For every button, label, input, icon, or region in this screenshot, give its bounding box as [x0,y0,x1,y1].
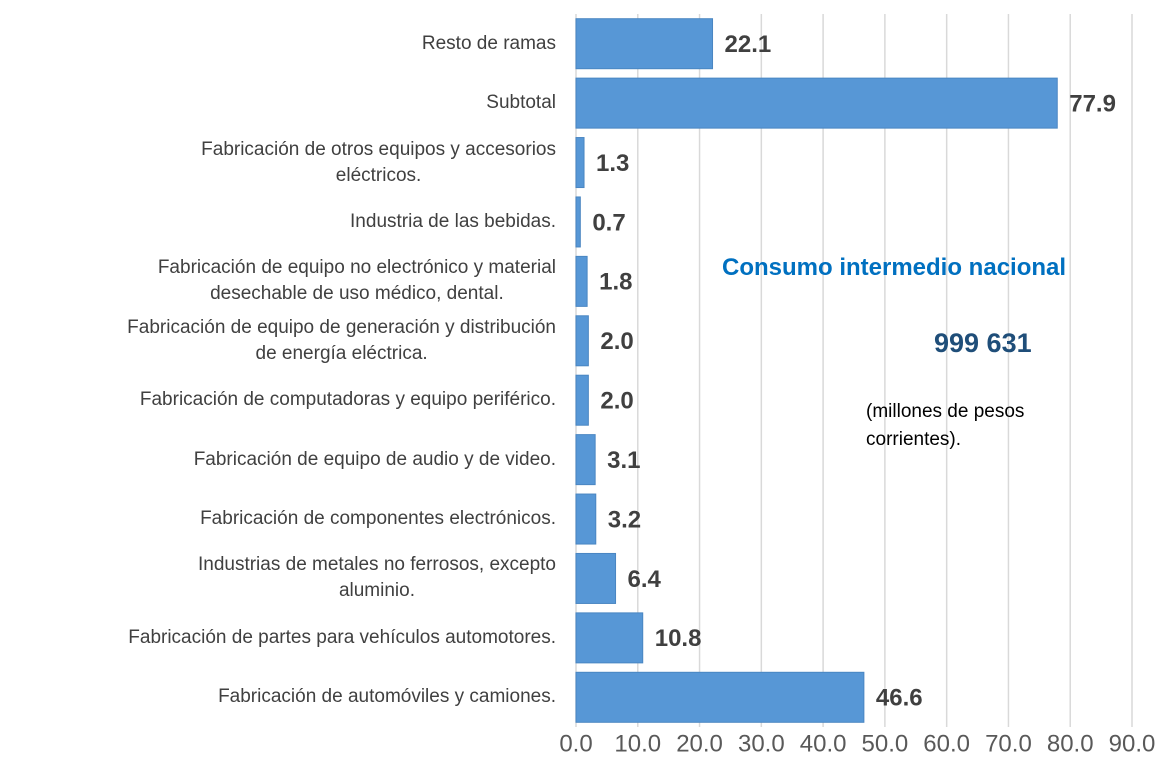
data-label: 1.3 [596,150,629,177]
y-tick-label-box: Fabricación de otros equipos y accesorio… [201,133,556,193]
bar [575,18,714,70]
annotation: (millones de pesos corrientes). [866,401,1025,450]
bar [575,552,617,604]
y-tick-label: Fabricación de computadoras y equipo per… [139,389,556,411]
bar [575,196,581,248]
y-tick-label-box: Fabricación de componentes electrónicos. [200,489,556,549]
bar [575,315,589,367]
y-tick-label: Fabricación de automóviles y camiones. [218,686,556,708]
x-tick-label: 50.0 [862,730,909,757]
annotation: Consumo intermedio nacional [722,254,1067,281]
y-tick-label: Fabricación de otros equipos y accesorio… [201,138,556,186]
data-label: 22.1 [725,31,772,58]
data-label: 10.8 [655,625,702,652]
data-label: 2.0 [600,388,633,415]
y-tick-label-box: Industria de las bebidas. [350,192,556,252]
y-tick-label: Subtotal [486,92,556,114]
bar [575,671,865,723]
x-tick-label: 0.0 [559,730,592,757]
x-tick-label: 20.0 [676,730,723,757]
x-tick-label: 90.0 [1109,730,1156,757]
bar [575,137,585,189]
y-tick-label: Industria de las bebidas. [350,210,556,232]
y-tick-label: Fabricación de componentes electrónicos. [200,508,556,530]
bar [575,434,596,486]
bar [575,493,597,545]
y-tick-label-box: Fabricación de automóviles y camiones. [218,667,556,727]
y-tick-label: Resto de ramas [421,32,556,54]
x-tick-label: 80.0 [1047,730,1094,757]
data-label: 1.8 [599,269,632,296]
x-tick-label: 70.0 [985,730,1032,757]
y-tick-label-box: Fabricación de equipo de audio y de vide… [194,430,556,490]
y-tick-label-box: Subtotal [486,73,556,133]
x-tick-label: 10.0 [614,730,661,757]
y-tick-label: Industrias de metales no ferrosos, excep… [197,554,556,602]
bar [575,255,588,307]
annotation: 999 631 [934,328,1032,358]
x-tick-label: 30.0 [738,730,785,757]
y-tick-label: Fabricación de equipo de generación y di… [127,316,556,364]
y-tick-label: Fabricación de partes para vehículos aut… [128,626,556,648]
data-label: 0.7 [592,209,625,236]
data-label: 3.1 [607,447,640,474]
data-label: 2.0 [600,328,633,355]
y-tick-label-box: Fabricación de equipo de generación y di… [127,311,556,371]
y-tick-label-box: Industrias de metales no ferrosos, excep… [198,548,556,608]
bar [575,612,644,664]
data-label: 3.2 [608,506,641,533]
x-tick-label: 40.0 [800,730,847,757]
y-tick-label-box: Fabricación de computadoras y equipo per… [140,370,556,430]
x-tick-label: 60.0 [923,730,970,757]
data-label: 6.4 [628,566,662,593]
y-tick-label: Fabricación de equipo no electrónico y m… [157,257,556,305]
data-label: 77.9 [1069,90,1116,117]
bar [575,77,1058,129]
y-tick-label: Fabricación de equipo de audio y de vide… [193,448,556,470]
data-label: 46.6 [876,685,923,712]
y-tick-label-box: Resto de ramas [422,14,556,74]
y-tick-label-box: Fabricación de equipo no electrónico y m… [158,251,556,311]
y-tick-label-box: Fabricación de partes para vehículos aut… [128,608,556,668]
bar [575,374,589,426]
